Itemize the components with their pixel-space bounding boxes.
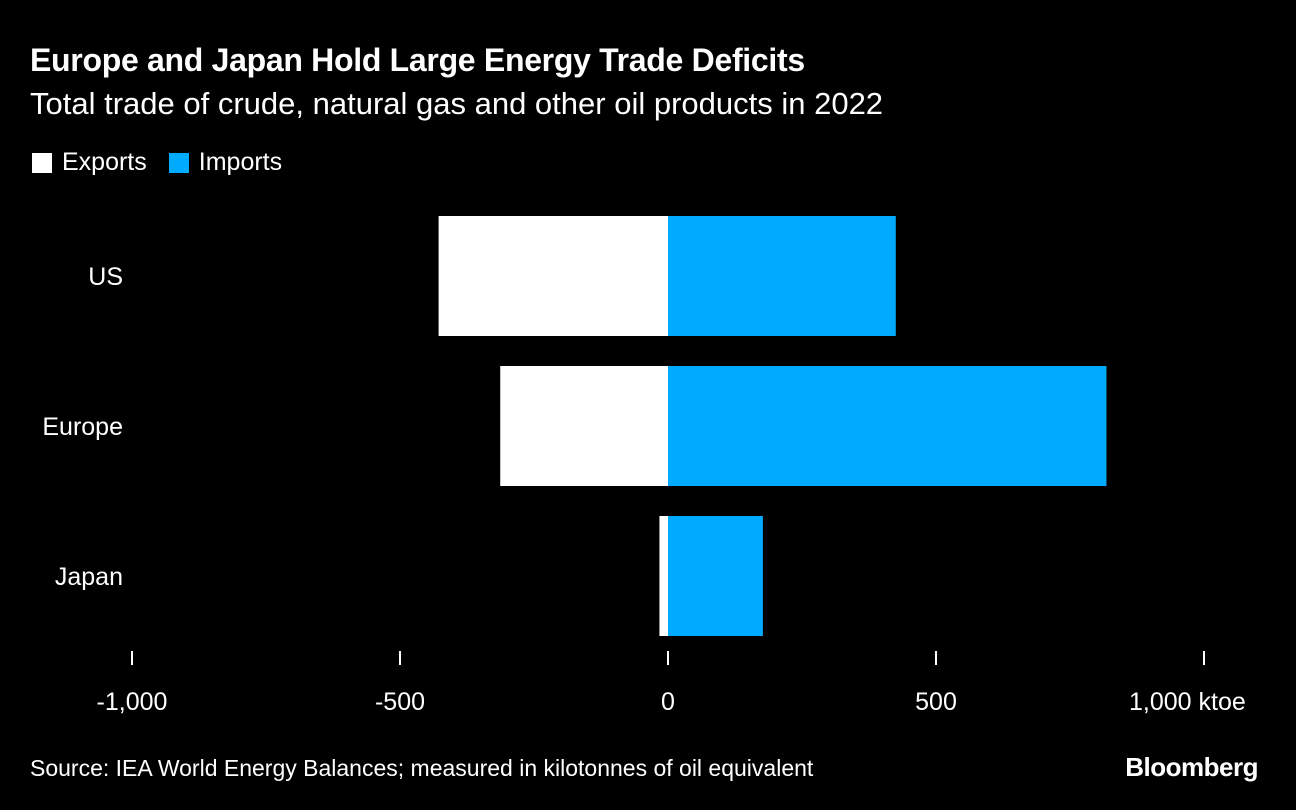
x-tick-label-1: -500 <box>375 688 425 716</box>
legend-label-imports: Imports <box>198 148 283 176</box>
legend-swatch-imports <box>168 152 189 173</box>
bar-imports-us <box>668 216 896 336</box>
chart-subtitle: Total trade of crude, natural gas and ot… <box>30 86 884 121</box>
chart-title: Europe and Japan Hold Large Energy Trade… <box>30 42 805 78</box>
legend-item-imports: Imports <box>168 148 283 177</box>
legend: Exports Imports <box>32 148 304 177</box>
x-tick-label-3: 500 <box>915 688 957 716</box>
bar-exports-europe <box>500 366 668 486</box>
category-label-japan: Japan <box>55 563 123 591</box>
bar-exports-us <box>438 216 668 336</box>
legend-label-exports: Exports <box>62 148 147 176</box>
bar-exports-japan <box>659 516 668 636</box>
source-note: Source: IEA World Energy Balances; measu… <box>30 755 814 781</box>
legend-swatch-exports <box>32 152 52 173</box>
bar-imports-europe <box>668 366 1107 486</box>
x-tick-label-4: 1,000 ktoe <box>1129 688 1246 716</box>
bar-imports-japan <box>668 516 763 636</box>
x-tick-label-0: -1,000 <box>97 688 168 716</box>
x-tick-label-2: 0 <box>661 688 675 716</box>
category-label-us: US <box>88 263 123 291</box>
bloomberg-logo: Bloomberg <box>1125 752 1258 782</box>
legend-item-exports: Exports <box>32 148 147 177</box>
category-label-europe: Europe <box>42 413 123 441</box>
